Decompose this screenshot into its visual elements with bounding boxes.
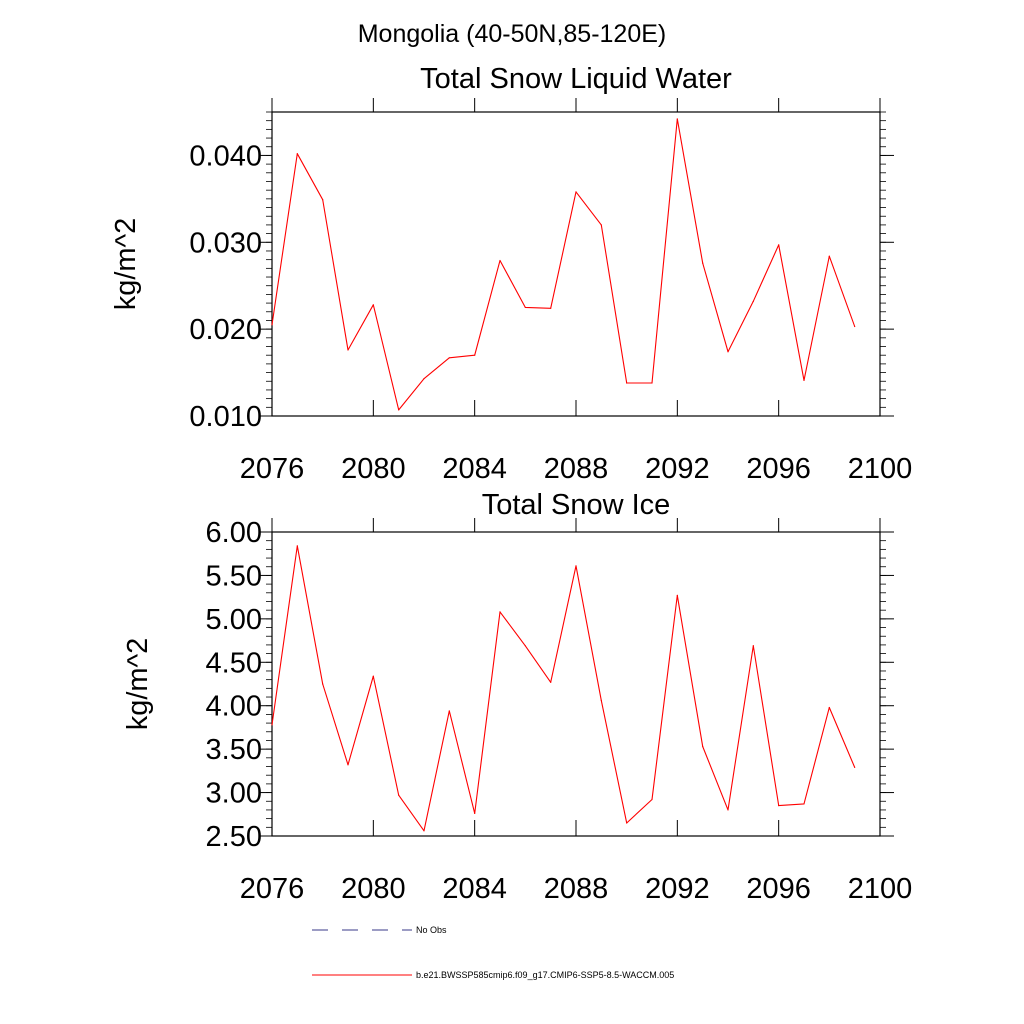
x-tick-label: 2100 [848, 873, 913, 905]
data-point [778, 244, 780, 246]
y-axis-label: kg/m^2 [110, 218, 142, 311]
data-point [803, 379, 805, 381]
data-point [828, 255, 830, 257]
y-axis-label: kg/m^2 [122, 638, 154, 731]
data-point [372, 304, 374, 306]
data-point [524, 645, 526, 647]
series-line [271, 118, 856, 411]
x-tick-label: 2080 [341, 873, 406, 905]
data-point [676, 594, 678, 597]
data-point [423, 830, 425, 832]
data-point [499, 611, 501, 613]
data-point [296, 153, 298, 155]
data-point [296, 545, 298, 547]
data-point [575, 565, 577, 567]
data-point [626, 822, 628, 824]
x-tick-label: 2076 [240, 453, 305, 485]
data-point [271, 724, 273, 726]
x-tick-label: 2092 [645, 873, 710, 905]
data-point [752, 645, 754, 647]
plot-frame [271, 111, 881, 417]
y-tick-label: 3.50 [206, 734, 262, 766]
x-tick-label: 2088 [544, 873, 609, 905]
chart-snow-ice: Total Snow Ice 2076 2080 2084 2088 2092 2096 2… [122, 489, 912, 905]
figure-title: Mongolia (40-50N,85-120E) [358, 20, 667, 48]
data-point [347, 764, 349, 766]
data-point [524, 306, 526, 309]
y-tick-label: 5.50 [206, 560, 262, 592]
data-point [423, 378, 425, 380]
y-tick-label: 2.50 [206, 821, 262, 853]
data-point [752, 300, 754, 302]
y-tick-label: 5.00 [206, 604, 262, 636]
y-tick-label: 3.00 [206, 778, 262, 810]
data-point [626, 382, 628, 384]
chart-title: Total Snow Liquid Water [420, 63, 732, 95]
data-point [550, 307, 552, 309]
data-point [575, 191, 577, 193]
data-point [676, 118, 678, 120]
data-point [727, 351, 729, 353]
x-tick-label: 2084 [442, 453, 507, 485]
y-tick-label: 0.030 [189, 227, 262, 259]
data-point [398, 794, 400, 796]
data-point [702, 262, 704, 264]
data-point [271, 324, 273, 326]
data-point [474, 354, 476, 356]
data-point [651, 798, 653, 801]
data-point [550, 681, 552, 683]
y-tick-label: 0.020 [189, 314, 262, 346]
x-tick-label: 2084 [442, 873, 507, 905]
data-point [600, 224, 602, 226]
y-tick-label: 4.50 [206, 647, 262, 679]
chart-title: Total Snow Ice [482, 489, 671, 521]
data-point [474, 812, 476, 815]
legend-label-no-obs: No Obs [416, 925, 447, 935]
x-tick-label: 2088 [544, 453, 609, 485]
data-point [828, 706, 830, 709]
chart-snow-liquid-water: Total Snow Liquid Water 2076 2080 2084 2088… [110, 63, 912, 485]
y-tick-label: 0.040 [189, 140, 262, 172]
data-point [398, 409, 400, 411]
x-tick-label: 2096 [746, 873, 811, 905]
y-tick-label: 0.010 [189, 401, 262, 433]
legend: No Obs b.e21.BWSSP585cmip6.f09_g17.CMIP6… [312, 925, 674, 980]
data-point [854, 766, 856, 768]
data-point [322, 199, 324, 201]
data-point [727, 809, 729, 811]
data-point [803, 803, 805, 805]
series-line [271, 545, 856, 832]
data-point [322, 683, 324, 685]
data-point [372, 675, 374, 677]
data-point [702, 745, 704, 748]
y-tick-label: 4.00 [206, 691, 262, 723]
x-tick-label: 2080 [341, 453, 406, 485]
legend-label-model: b.e21.BWSSP585cmip6.f09_g17.CMIP6-SSP5-8… [416, 970, 674, 980]
data-point [778, 805, 780, 807]
data-point [448, 357, 450, 359]
data-point [448, 710, 450, 712]
x-tick-label: 2100 [848, 453, 913, 485]
x-tick-label: 2096 [746, 453, 811, 485]
data-point [347, 349, 349, 351]
data-point [651, 382, 653, 384]
x-tick-label: 2076 [240, 873, 305, 905]
data-point [600, 699, 602, 702]
plot-frame [271, 531, 881, 837]
data-point [854, 325, 856, 328]
x-tick-label: 2092 [645, 453, 710, 485]
data-point [499, 259, 501, 262]
y-tick-label: 6.00 [206, 517, 262, 549]
